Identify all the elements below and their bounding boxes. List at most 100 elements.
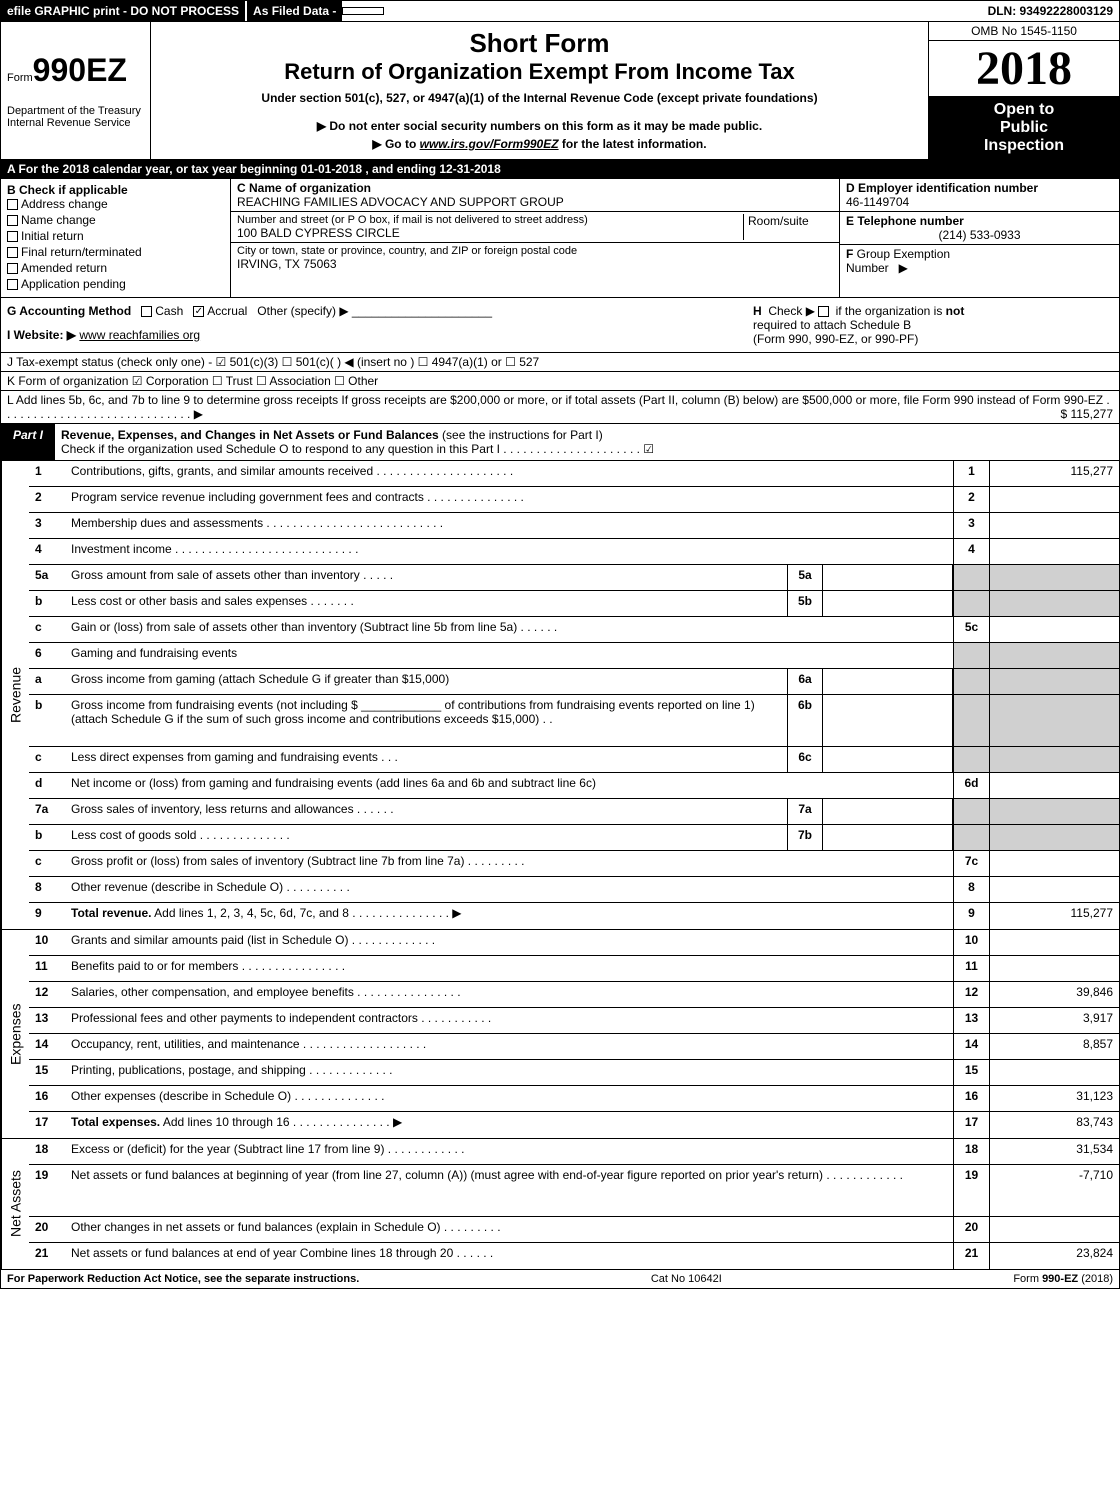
line-desc: Gross amount from sale of assets other t…	[65, 565, 787, 590]
mid-line-value	[823, 825, 953, 850]
chk-initial-return-label: Initial return	[21, 229, 84, 243]
line-number: c	[29, 617, 65, 642]
chk-final-return-label: Final return/terminated	[21, 245, 142, 259]
line-number: 8	[29, 877, 65, 902]
line-desc: Net income or (loss) from gaming and fun…	[65, 773, 953, 798]
mid-line-number: 6a	[787, 669, 823, 694]
footer-right-pre: Form	[1013, 1273, 1042, 1285]
right-line-value	[989, 799, 1119, 824]
chk-application-pending-label: Application pending	[21, 277, 126, 291]
goto-link[interactable]: www.irs.gov/Form990EZ	[420, 137, 559, 151]
under-section: Under section 501(c), 527, or 4947(a)(1)…	[157, 91, 922, 105]
right-line-value: 115,277	[989, 461, 1119, 486]
line-desc: Other changes in net assets or fund bala…	[65, 1217, 953, 1242]
mid-line-number: 5a	[787, 565, 823, 590]
line-desc: Net assets or fund balances at end of ye…	[65, 1243, 953, 1269]
line-number: 17	[29, 1112, 65, 1138]
right-line-value	[989, 877, 1119, 902]
part1-header: Part I Revenue, Expenses, and Changes in…	[1, 424, 1119, 461]
right-line-number	[953, 669, 989, 694]
mid-line-number: 7b	[787, 825, 823, 850]
table-row: bLess cost or other basis and sales expe…	[29, 591, 1119, 617]
center-head: Short Form Return of Organization Exempt…	[151, 22, 929, 159]
line-desc: Other revenue (describe in Schedule O) .…	[65, 877, 953, 902]
line-number: 3	[29, 513, 65, 538]
line-desc: Gross profit or (loss) from sales of inv…	[65, 851, 953, 876]
website-value[interactable]: www reachfamilies org	[79, 328, 200, 342]
chk-accrual[interactable]: ✓	[193, 306, 204, 317]
right-line-value	[989, 591, 1119, 616]
chk-final-return[interactable]	[7, 247, 18, 258]
table-row: 18Excess or (deficit) for the year (Subt…	[29, 1139, 1119, 1165]
tax-year: 2018	[929, 41, 1119, 97]
line-desc: Gross sales of inventory, less returns a…	[65, 799, 787, 824]
right-line-number: 12	[953, 982, 989, 1007]
line-number: 18	[29, 1139, 65, 1164]
right-line-value	[989, 695, 1119, 746]
right-line-value: -7,710	[989, 1165, 1119, 1216]
line-number: 12	[29, 982, 65, 1007]
chk-application-pending[interactable]	[7, 279, 18, 290]
right-line-value	[989, 513, 1119, 538]
line-desc: Program service revenue including govern…	[65, 487, 953, 512]
right-line-number: 7c	[953, 851, 989, 876]
right-line-value	[989, 1217, 1119, 1242]
table-row: 7aGross sales of inventory, less returns…	[29, 799, 1119, 825]
chk-cash[interactable]	[141, 306, 152, 317]
line-number: 6	[29, 643, 65, 668]
line-number: 14	[29, 1034, 65, 1059]
chk-amended-return[interactable]	[7, 263, 18, 274]
right-line-number: 21	[953, 1243, 989, 1269]
table-row: 1Contributions, gifts, grants, and simil…	[29, 461, 1119, 487]
line-desc: Salaries, other compensation, and employ…	[65, 982, 953, 1007]
netassets-side-label: Net Assets	[1, 1139, 29, 1269]
addr-label: Number and street (or P O box, if mail i…	[237, 214, 743, 226]
section-b-label: B Check if applicable	[7, 183, 224, 197]
dept-treasury: Department of the Treasury	[7, 105, 144, 117]
table-row: dNet income or (loss) from gaming and fu…	[29, 773, 1119, 799]
right-line-value: 23,824	[989, 1243, 1119, 1269]
section-a: A For the 2018 calendar year, or tax yea…	[1, 160, 1119, 179]
line-number: c	[29, 851, 65, 876]
line-number: 11	[29, 956, 65, 981]
table-row: cGain or (loss) from sale of assets othe…	[29, 617, 1119, 643]
line-number: c	[29, 747, 65, 772]
mid-line-value	[823, 695, 953, 746]
right-line-number	[953, 825, 989, 850]
line-desc: Gain or (loss) from sale of assets other…	[65, 617, 953, 642]
chk-cash-label: Cash	[155, 304, 183, 318]
l-amount: $ 115,277	[1061, 407, 1114, 421]
chk-name-change[interactable]	[7, 215, 18, 226]
revenue-side-label: Revenue	[1, 461, 29, 929]
short-form-title: Short Form	[157, 28, 922, 59]
right-line-number	[953, 565, 989, 590]
table-row: bGross income from fundraising events (n…	[29, 695, 1119, 747]
right-line-value	[989, 669, 1119, 694]
chk-initial-return[interactable]	[7, 231, 18, 242]
part1-tab: Part I	[1, 424, 55, 460]
table-row: 5aGross amount from sale of assets other…	[29, 565, 1119, 591]
line-desc: Gaming and fundraising events	[65, 643, 953, 668]
chk-schedule-b[interactable]	[818, 306, 829, 317]
right-line-number: 16	[953, 1086, 989, 1111]
line-desc: Professional fees and other payments to …	[65, 1008, 953, 1033]
section-l: L Add lines 5b, 6c, and 7b to line 9 to …	[1, 391, 1119, 424]
right-line-number: 10	[953, 930, 989, 955]
right-line-value: 83,743	[989, 1112, 1119, 1138]
address: 100 BALD CYPRESS CIRCLE	[237, 226, 743, 240]
phone-value: (214) 533-0933	[846, 228, 1113, 242]
line-desc: Contributions, gifts, grants, and simila…	[65, 461, 953, 486]
chk-address-change[interactable]	[7, 199, 18, 210]
line-desc: Less direct expenses from gaming and fun…	[65, 747, 787, 772]
line-number: 5a	[29, 565, 65, 590]
expenses-side-label: Expenses	[1, 930, 29, 1138]
right-line-number: 18	[953, 1139, 989, 1164]
right-line-value	[989, 930, 1119, 955]
table-row: 13Professional fees and other payments t…	[29, 1008, 1119, 1034]
table-row: 10Grants and similar amounts paid (list …	[29, 930, 1119, 956]
line-desc: Total expenses. Add lines 10 through 16 …	[65, 1112, 953, 1138]
right-line-number: 19	[953, 1165, 989, 1216]
section-c: C Name of organization REACHING FAMILIES…	[231, 179, 839, 297]
line-number: a	[29, 669, 65, 694]
h-not: not	[946, 304, 965, 318]
